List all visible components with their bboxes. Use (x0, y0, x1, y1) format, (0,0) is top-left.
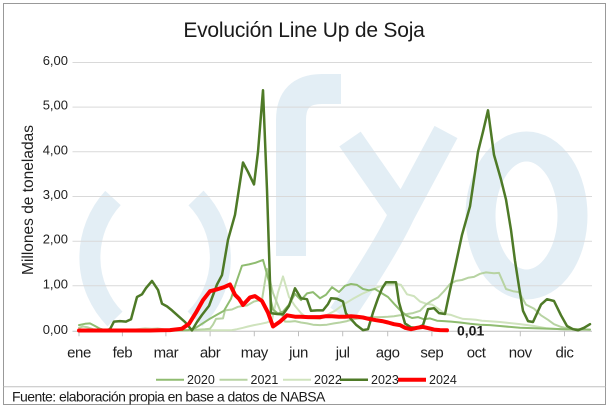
svg-text:jul: jul (335, 345, 350, 362)
svg-text:4,00: 4,00 (43, 142, 68, 157)
svg-text:Millones de toneladas: Millones de toneladas (20, 125, 37, 275)
svg-text:feb: feb (113, 345, 133, 362)
svg-text:may: may (241, 345, 269, 362)
svg-text:ago: ago (376, 345, 400, 362)
svg-text:Evolución Line Up de Soja: Evolución Line Up de Soja (183, 19, 425, 42)
svg-text:2020: 2020 (187, 373, 215, 387)
svg-text:2022: 2022 (314, 373, 342, 387)
svg-text:1,00: 1,00 (43, 276, 68, 291)
svg-text:oct: oct (467, 345, 487, 362)
svg-text:2,00: 2,00 (43, 232, 68, 247)
svg-text:jun: jun (288, 345, 308, 362)
svg-text:dic: dic (556, 345, 575, 362)
svg-text:ene: ene (67, 345, 91, 362)
svg-text:mar: mar (154, 345, 179, 362)
svg-text:2021: 2021 (251, 373, 279, 387)
svg-text:Fuente: elaboración propia en: Fuente: elaboración propia en base a dat… (12, 388, 326, 404)
svg-text:2024: 2024 (429, 373, 457, 387)
svg-text:0,01: 0,01 (457, 323, 484, 339)
svg-text:abr: abr (200, 345, 221, 362)
svg-text:6,00: 6,00 (43, 53, 68, 68)
svg-text:2023: 2023 (371, 373, 399, 387)
svg-text:nov: nov (509, 345, 533, 362)
svg-text:3,00: 3,00 (43, 187, 68, 202)
svg-text:5,00: 5,00 (43, 98, 68, 113)
svg-text:sep: sep (420, 345, 443, 362)
svg-text:0,00: 0,00 (43, 322, 68, 337)
